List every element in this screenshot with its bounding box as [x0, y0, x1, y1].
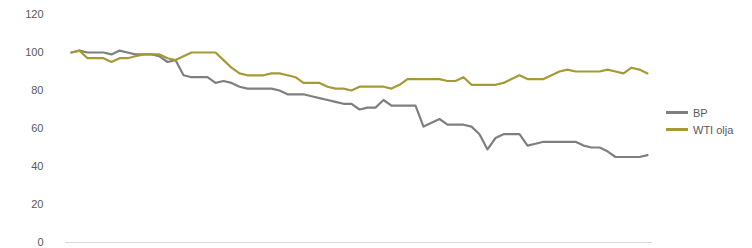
svg-text:80: 80 — [31, 84, 43, 96]
html-text:BP: BP — [693, 106, 708, 119]
svg-text:20: 20 — [31, 198, 43, 210]
svg-text:60: 60 — [31, 122, 43, 134]
svg-text:0: 0 — [37, 236, 43, 248]
html-text:WTI olja: WTI olja — [693, 123, 734, 136]
svg-text:120: 120 — [25, 8, 43, 20]
svg-text:40: 40 — [31, 160, 43, 172]
svg-text:100: 100 — [25, 46, 43, 58]
